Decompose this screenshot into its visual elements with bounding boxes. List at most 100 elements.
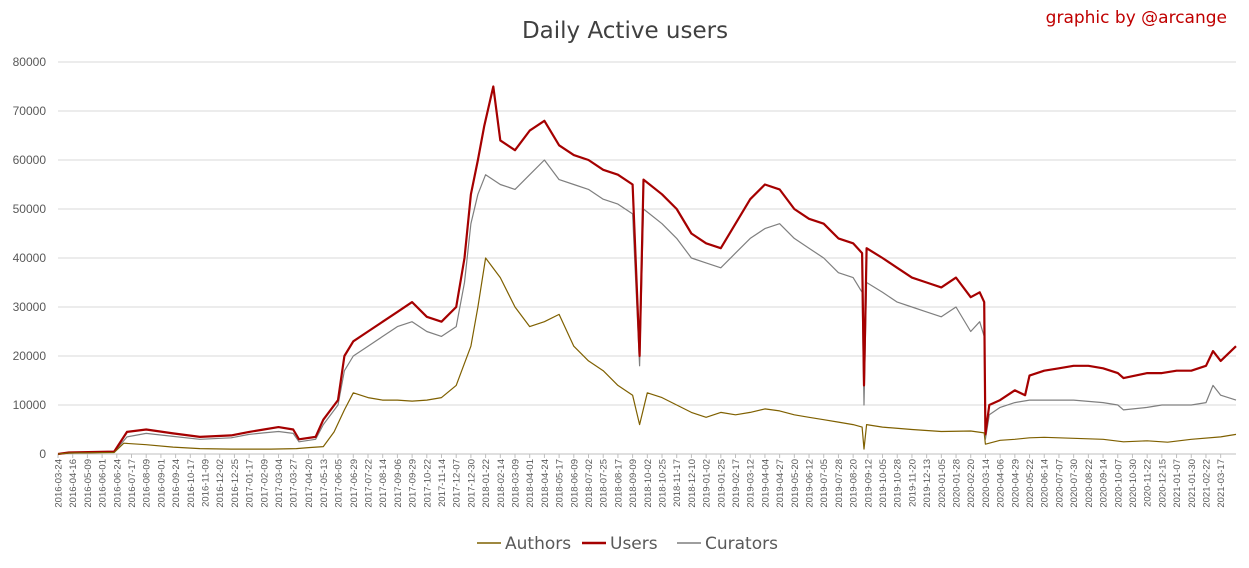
x-tick-label: 2020-02-20 [966, 459, 977, 508]
y-tick-label: 10000 [13, 398, 47, 412]
x-tick-label: 2020-11-22 [1143, 459, 1154, 507]
x-tick-label: 2018-06-09 [569, 459, 580, 508]
x-tick-label: 2020-01-28 [952, 459, 963, 508]
x-tick-label: 2017-12-30 [466, 459, 477, 508]
x-tick-label: 2020-04-29 [1010, 459, 1021, 508]
x-tick-label: 2018-10-25 [658, 459, 669, 508]
x-tick-label: 2016-12-02 [215, 459, 226, 508]
chart-title: Daily Active users [522, 18, 728, 44]
legend-label-authors: Authors [505, 534, 571, 554]
x-tick-label: 2020-07-30 [1069, 459, 1080, 508]
x-tick-label: 2018-04-24 [540, 459, 551, 508]
y-tick-label: 60000 [13, 153, 47, 167]
x-axis: 2016-03-24 2016-04-16 2016-05-09 2016-06-01… [54, 454, 1227, 508]
x-tick-label: 2017-01-17 [245, 459, 256, 508]
x-tick-label: 2019-03-12 [746, 459, 757, 508]
x-tick-label: 2019-05-20 [790, 459, 801, 508]
x-tick-label: 2017-04-20 [304, 459, 315, 508]
x-tick-label: 2018-09-09 [628, 459, 639, 508]
x-tick-label: 2020-10-07 [1113, 459, 1124, 508]
x-tick-label: 2019-07-05 [819, 459, 830, 508]
legend-label-users: Users [610, 534, 658, 554]
y-tick-label: 20000 [13, 349, 47, 363]
x-tick-label: 2018-08-17 [613, 459, 624, 508]
x-tick-label: 2018-07-25 [599, 459, 610, 508]
x-tick-label: 2016-03-24 [54, 459, 65, 508]
x-tick-label: 2017-11-14 [437, 459, 448, 507]
x-tick-label: 2019-12-13 [922, 459, 933, 508]
x-tick-label: 2020-04-06 [996, 459, 1007, 508]
x-tick-label: 2017-05-13 [319, 459, 330, 508]
x-tick-label: 2019-01-02 [702, 459, 713, 508]
x-tick-label: 2019-06-12 [805, 459, 816, 508]
y-tick-label: 70000 [13, 104, 47, 118]
x-tick-label: 2018-07-02 [584, 459, 595, 508]
x-tick-label: 2018-11-17 [672, 459, 683, 507]
x-tick-label: 2019-04-04 [760, 459, 771, 508]
credit-text: graphic by @arcange [1045, 8, 1227, 28]
x-tick-label: 2017-03-27 [289, 459, 300, 508]
x-tick-label: 2018-10-02 [643, 459, 654, 508]
x-tick-label: 2020-09-14 [1099, 459, 1110, 508]
x-tick-label: 2020-01-05 [937, 459, 948, 508]
x-tick-label: 2017-07-22 [364, 459, 375, 508]
x-tick-label: 2020-05-22 [1025, 459, 1036, 508]
x-tick-label: 2016-09-24 [171, 459, 182, 508]
x-tick-label: 2017-12-07 [452, 459, 463, 508]
x-tick-label: 2016-04-16 [68, 459, 79, 508]
x-tick-label: 2018-05-17 [555, 459, 566, 508]
x-tick-label: 2021-03-17 [1216, 459, 1227, 508]
x-tick-label: 2019-08-20 [849, 459, 860, 508]
x-tick-label: 2020-10-30 [1128, 459, 1139, 508]
series-line-curators [57, 159, 1237, 455]
x-tick-label: 2019-09-12 [863, 459, 874, 508]
grid-lines [58, 61, 1236, 455]
x-tick-label: 2020-07-07 [1054, 459, 1065, 508]
x-tick-label: 2017-06-05 [333, 459, 344, 508]
x-tick-label: 2019-07-28 [834, 459, 845, 508]
x-tick-label: 2020-08-22 [1084, 459, 1095, 508]
y-tick-label: 80000 [13, 55, 47, 69]
x-tick-label: 2016-12-25 [230, 459, 241, 508]
y-tick-label: 0 [39, 447, 46, 461]
x-tick-label: 2019-10-05 [878, 459, 889, 508]
x-tick-label: 2020-03-14 [981, 459, 992, 508]
x-tick-label: 2017-08-14 [378, 459, 389, 508]
x-tick-label: 2021-01-07 [1172, 459, 1183, 508]
x-tick-label: 2016-09-01 [156, 459, 167, 508]
x-tick-label: 2018-12-10 [687, 459, 698, 508]
x-tick-label: 2016-06-24 [112, 459, 123, 508]
x-tick-label: 2017-02-09 [259, 459, 270, 508]
x-tick-label: 2021-02-22 [1201, 459, 1212, 508]
y-axis: 0 10000 20000 30000 40000 50000 60000 70000 8000… [13, 55, 47, 461]
x-tick-label: 2016-07-17 [127, 459, 138, 508]
x-tick-label: 2016-06-01 [98, 459, 109, 508]
x-tick-label: 2019-10-28 [893, 459, 904, 508]
x-tick-label: 2016-10-17 [186, 459, 197, 508]
x-tick-label: 2021-01-30 [1187, 459, 1198, 508]
y-tick-label: 30000 [13, 300, 47, 314]
x-tick-label: 2018-02-14 [496, 459, 507, 508]
x-tick-label: 2019-04-27 [775, 459, 786, 508]
x-tick-label: 2018-03-09 [511, 459, 522, 508]
x-tick-label: 2018-01-22 [481, 459, 492, 508]
x-tick-label: 2018-04-01 [525, 459, 536, 508]
x-tick-label: 2016-05-09 [83, 459, 94, 508]
x-tick-label: 2019-01-25 [716, 459, 727, 508]
x-tick-label: 2019-11-20 [907, 459, 918, 507]
x-tick-label: 2020-12-15 [1157, 459, 1168, 508]
y-tick-label: 40000 [13, 251, 47, 265]
x-tick-label: 2017-09-29 [408, 459, 419, 508]
x-tick-label: 2017-10-22 [422, 459, 433, 508]
series-line-users [57, 85, 1237, 456]
series-line-authors [57, 257, 1237, 455]
x-tick-label: 2019-02-17 [731, 459, 742, 508]
x-tick-label: 2016-08-09 [142, 459, 153, 508]
x-tick-label: 2020-06-14 [1040, 459, 1051, 508]
legend: Authors Users Curators [477, 534, 778, 554]
x-tick-label: 2016-11-09 [201, 459, 212, 507]
legend-label-curators: Curators [705, 534, 778, 554]
x-tick-label: 2017-03-04 [274, 459, 285, 508]
x-tick-label: 2017-06-29 [349, 459, 360, 508]
